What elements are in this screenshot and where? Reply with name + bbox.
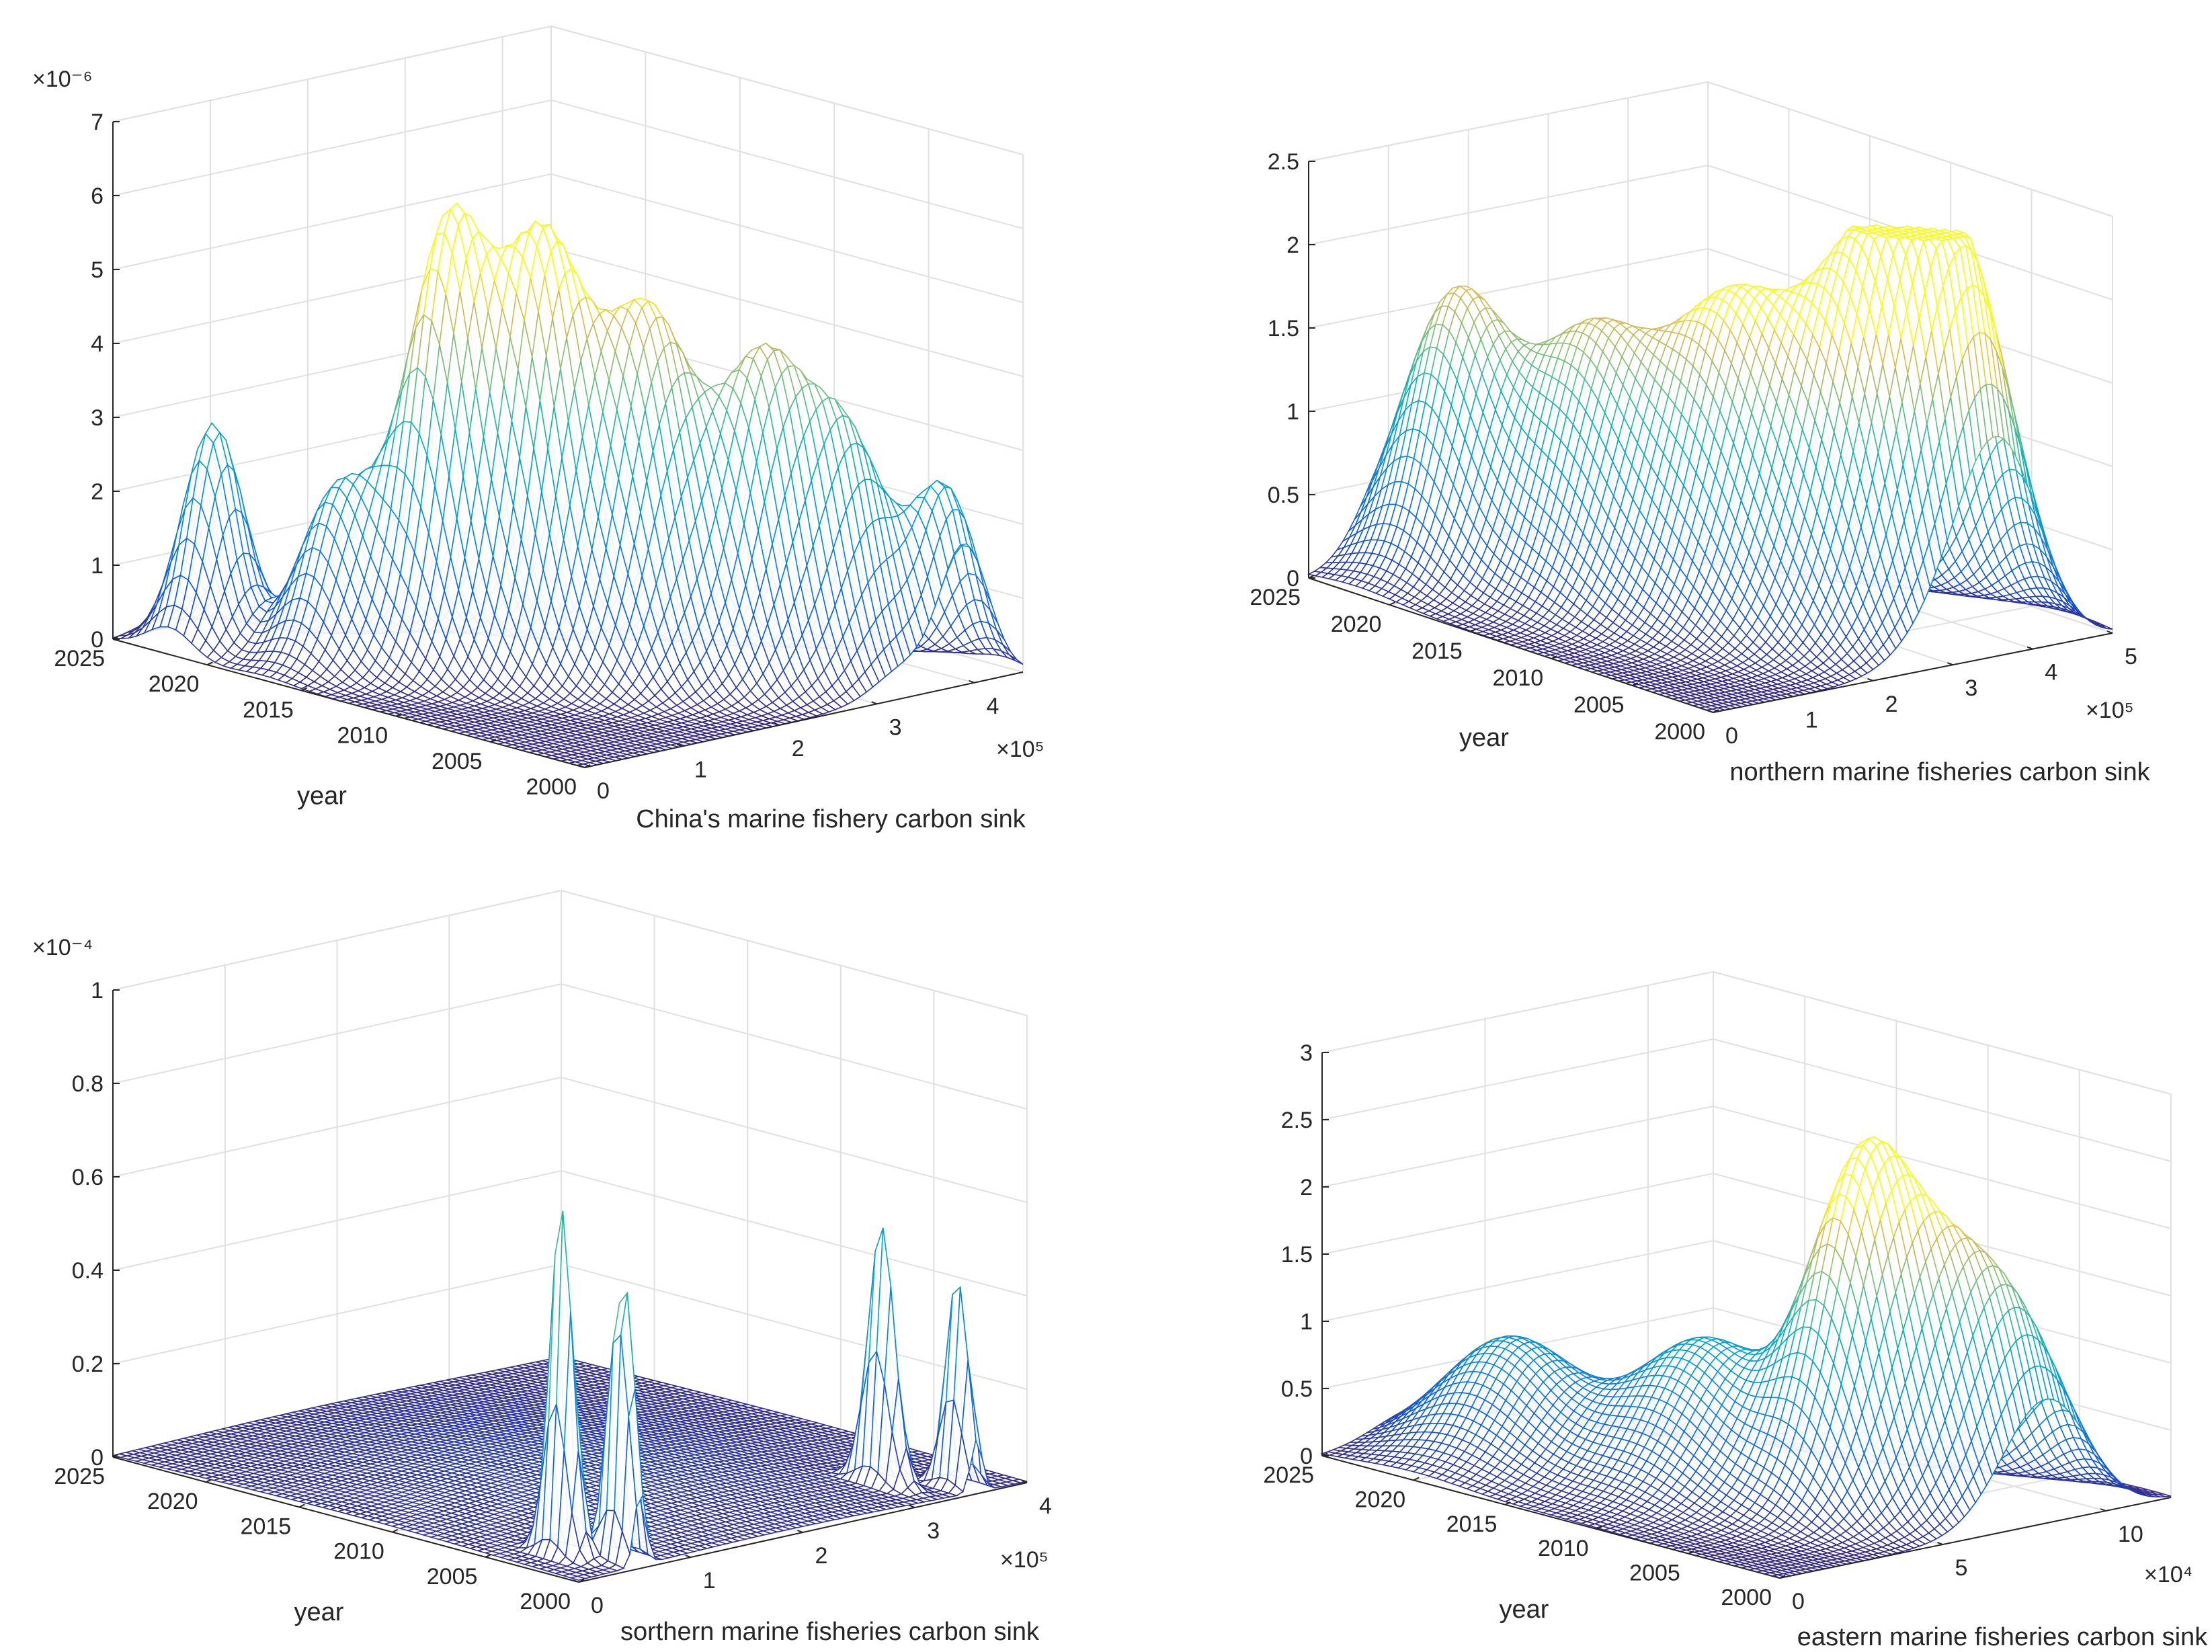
chart-china-surface: 0 1 2 3 4 5 6 7 2025 2020 2015 2010 2005 2000 0 1 2 3 4 yea… bbox=[32, 25, 1044, 833]
z-tick-label: 3 bbox=[91, 405, 104, 431]
x-tick bbox=[301, 687, 308, 692]
y-axis-line bbox=[584, 671, 1024, 768]
x-axis-label: year bbox=[297, 782, 347, 811]
y-tick bbox=[579, 765, 585, 768]
y-tick bbox=[774, 722, 780, 726]
surface-mesh bbox=[112, 202, 1024, 768]
z-tick-label: 4 bbox=[91, 331, 104, 357]
y-tick-label: 0 bbox=[597, 778, 610, 804]
x-tick bbox=[584, 764, 591, 768]
x-axis-line bbox=[112, 638, 585, 768]
z-exponent: ×10⁻⁶ bbox=[32, 67, 93, 92]
y-exponent: ×10⁵ bbox=[996, 737, 1044, 762]
y-tick-label: 1 bbox=[694, 757, 707, 782]
x-tick-label: 2025 bbox=[54, 646, 105, 671]
z-tick-label: 5 bbox=[91, 257, 104, 283]
x-tick bbox=[206, 661, 213, 666]
x-tick bbox=[490, 738, 497, 743]
surface-mesh bbox=[1307, 224, 2113, 713]
y-tick bbox=[676, 743, 683, 747]
z-tick-label: 6 bbox=[91, 183, 104, 209]
box-edge bbox=[1308, 81, 2113, 217]
y-tick bbox=[969, 679, 975, 684]
gridline bbox=[1308, 164, 2113, 300]
x-tick-label: 2000 bbox=[526, 774, 577, 800]
box-edge bbox=[112, 25, 1024, 155]
x-tick-label: 2020 bbox=[149, 671, 200, 697]
x-tick-label: 2005 bbox=[432, 749, 483, 774]
z-tick-label: 7 bbox=[91, 110, 104, 135]
x-tick-label: 2010 bbox=[337, 723, 388, 749]
z-tick-label: 0 bbox=[91, 627, 104, 653]
axes: 0 1 2 3 4 5 6 7 2025 2020 2015 2010 2005 2000 0 1 2 3 4 bbox=[54, 110, 1024, 804]
x-tick-label: 2015 bbox=[243, 697, 294, 722]
x-tick bbox=[112, 636, 119, 640]
y-tick-label: 4 bbox=[987, 694, 999, 719]
gridline bbox=[112, 25, 1024, 155]
z-tick-label: 1 bbox=[91, 553, 104, 579]
x-tick bbox=[395, 712, 402, 717]
z-tick-label: 2 bbox=[91, 479, 104, 505]
y-tick-label: 2 bbox=[792, 736, 805, 761]
y-tick-label: 3 bbox=[889, 714, 902, 740]
y-tick bbox=[871, 701, 878, 705]
gridline bbox=[1308, 81, 2113, 217]
gridline bbox=[112, 99, 1024, 229]
y-axis-label: China's marine fishery carbon sink bbox=[636, 805, 1026, 833]
